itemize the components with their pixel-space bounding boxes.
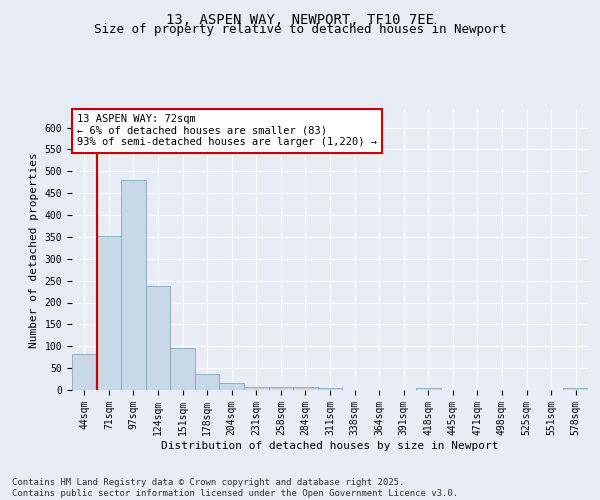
Bar [318,388,342,390]
Y-axis label: Number of detached properties: Number of detached properties [29,152,39,348]
Bar [146,286,170,390]
Bar [72,354,97,390]
Text: Size of property relative to detached houses in Newport: Size of property relative to detached ho… [94,22,506,36]
Bar [293,387,318,390]
Bar [563,388,588,390]
Bar [195,374,220,390]
Bar [220,383,244,390]
Bar [97,236,121,390]
Bar [121,180,146,390]
Text: 13 ASPEN WAY: 72sqm
← 6% of detached houses are smaller (83)
93% of semi-detache: 13 ASPEN WAY: 72sqm ← 6% of detached hou… [77,114,377,148]
Text: 13, ASPEN WAY, NEWPORT, TF10 7EE: 13, ASPEN WAY, NEWPORT, TF10 7EE [166,12,434,26]
Bar [170,348,195,390]
X-axis label: Distribution of detached houses by size in Newport: Distribution of detached houses by size … [161,440,499,450]
Bar [244,387,269,390]
Text: Contains HM Land Registry data © Crown copyright and database right 2025.
Contai: Contains HM Land Registry data © Crown c… [12,478,458,498]
Bar [269,386,293,390]
Bar [416,388,440,390]
